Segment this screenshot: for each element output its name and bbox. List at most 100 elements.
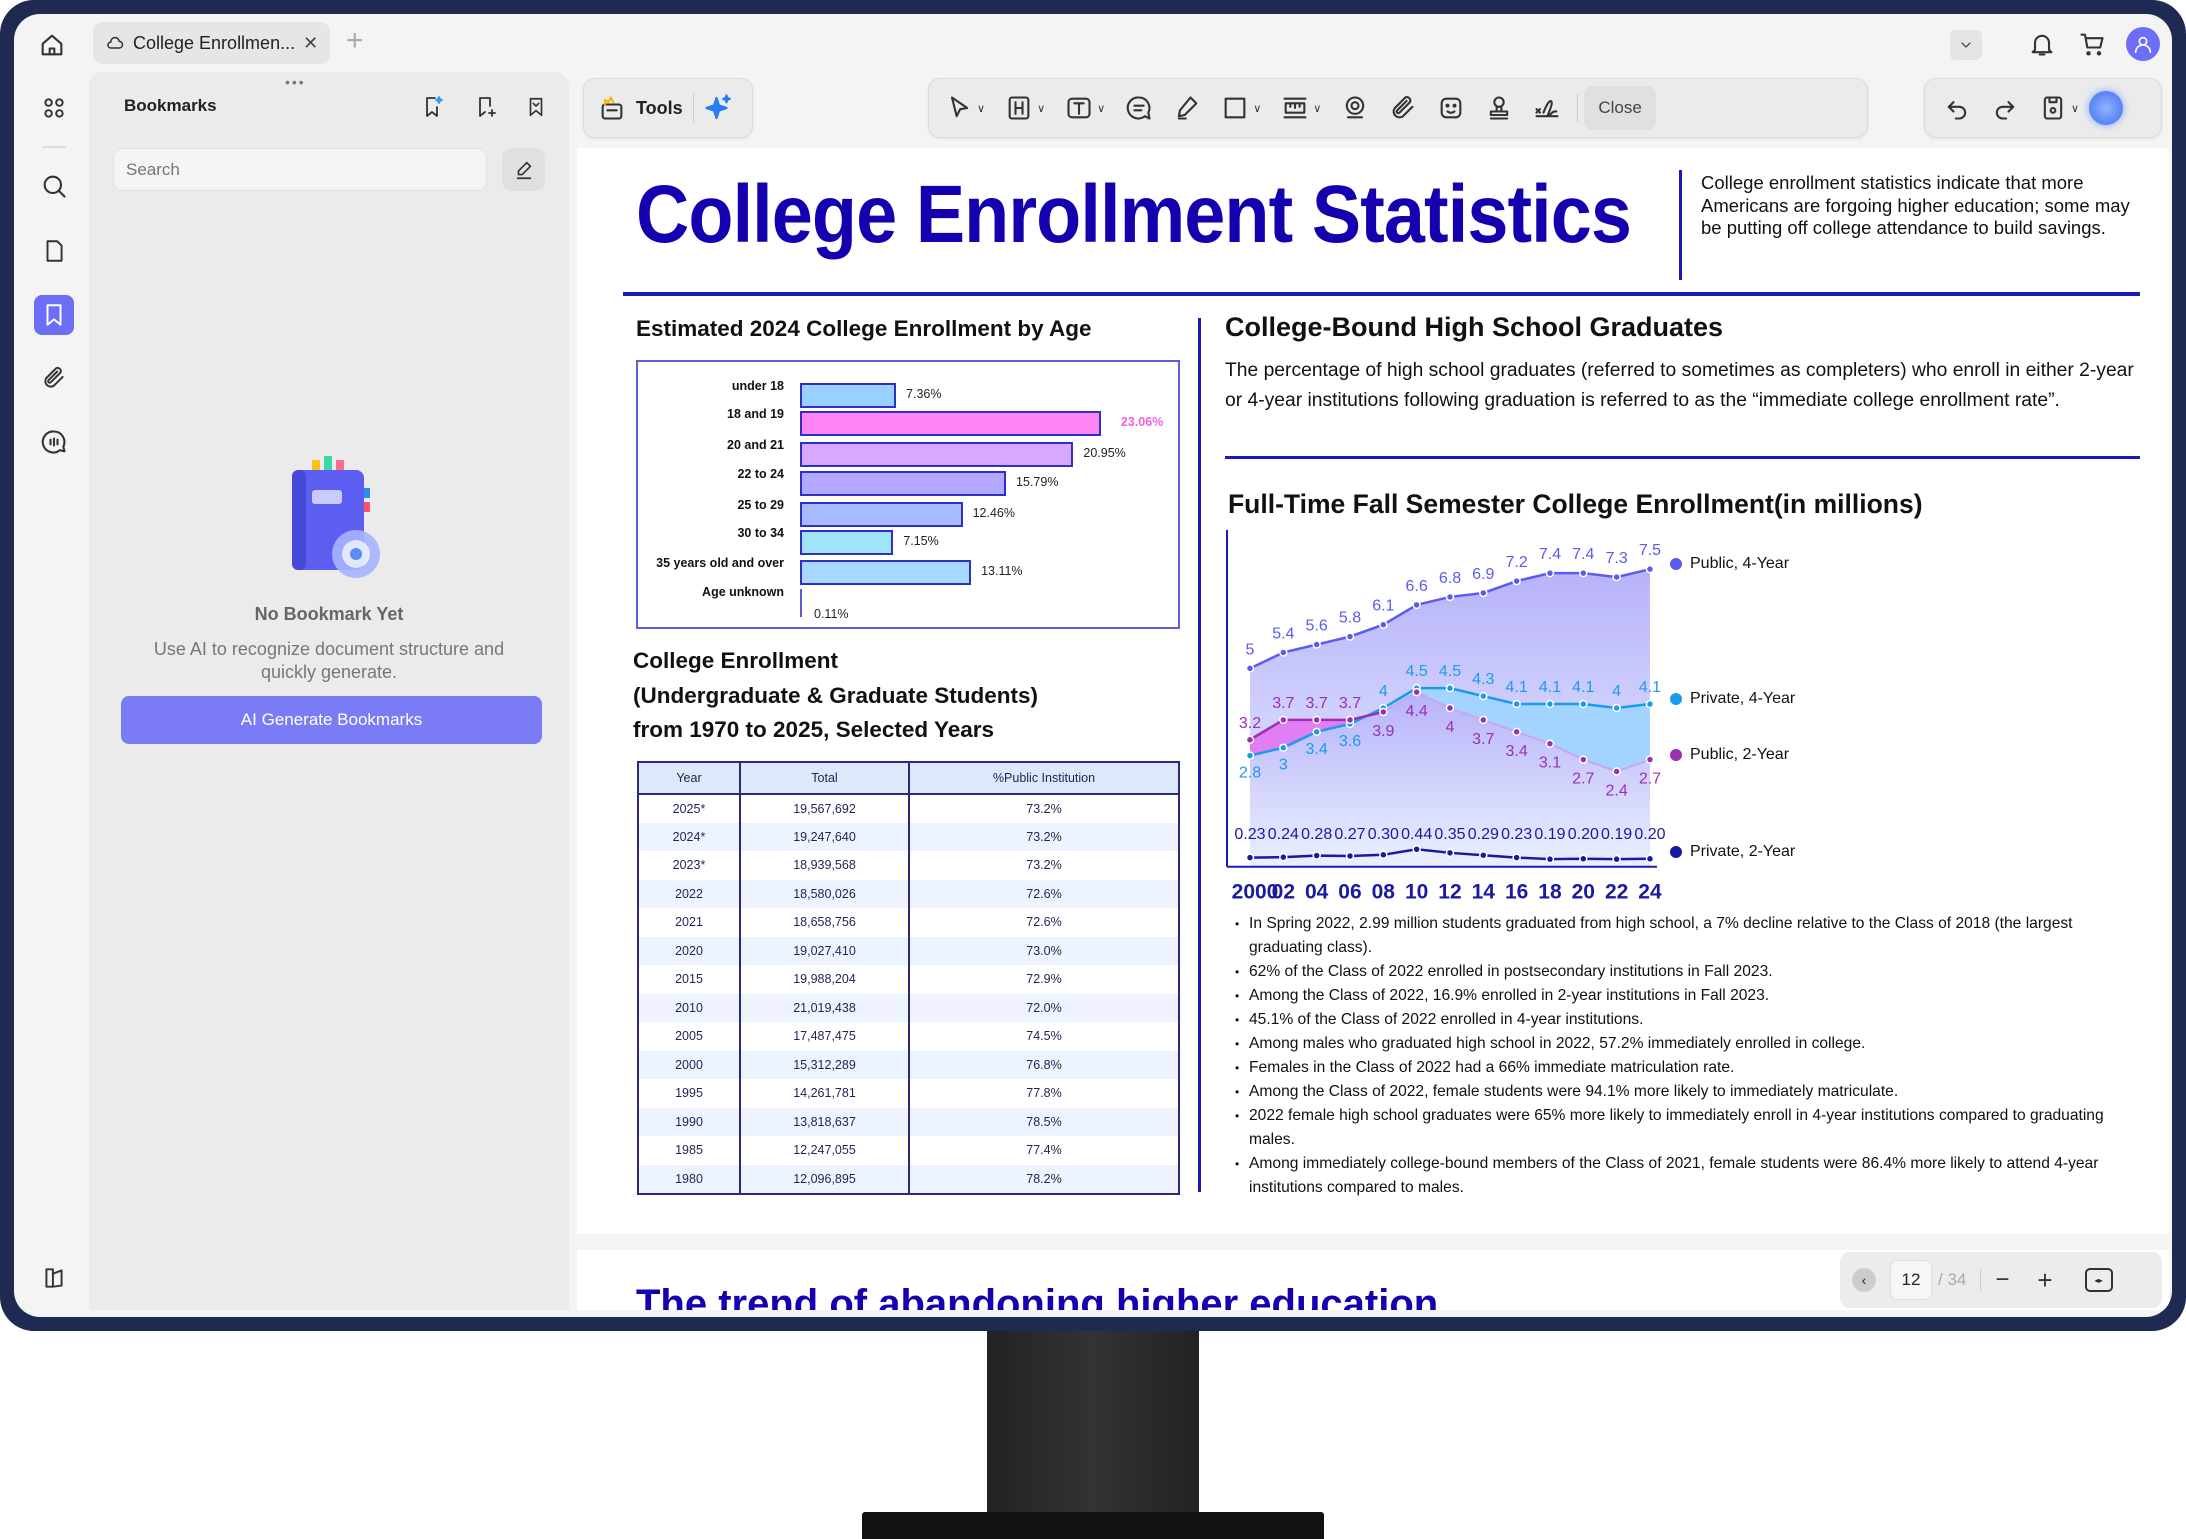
table-row: 2015 19,988,204 72.9% <box>637 965 1178 994</box>
table-cell: 72.6% <box>908 908 1178 937</box>
close-tab-icon[interactable]: ✕ <box>303 32 319 53</box>
data-label: 4.3 <box>1472 671 1494 688</box>
table-heading-line-2: (Undergraduate & Graduate Students) <box>633 682 1039 708</box>
table-row: 2020 19,027,410 73.0% <box>637 936 1178 965</box>
document-tab[interactable]: College Enrollmen... ✕ <box>93 22 330 64</box>
stamp-tool[interactable] <box>1475 88 1523 128</box>
legend-label: Public, 2-Year <box>1690 746 1790 763</box>
data-label: 3.7 <box>1472 731 1494 748</box>
new-tab-button[interactable]: + <box>346 24 364 57</box>
data-label: 4.1 <box>1639 679 1661 696</box>
bookmark-search-input[interactable] <box>113 148 487 191</box>
page-number-input[interactable]: 12 <box>1890 1260 1932 1300</box>
ai-assistant-icon[interactable] <box>2089 91 2124 125</box>
table-cell: 12,247,055 <box>739 1136 909 1165</box>
table-row: 1995 14,261,781 77.8% <box>637 1079 1178 1108</box>
data-label: 6.1 <box>1372 598 1394 615</box>
data-label: 6.6 <box>1406 578 1428 595</box>
edit-pencil-icon[interactable] <box>502 148 545 191</box>
table-cell: 78.5% <box>908 1107 1178 1136</box>
thumbnails-icon[interactable] <box>34 88 74 128</box>
cart-icon[interactable] <box>2076 28 2108 60</box>
table-cell: 72.6% <box>908 879 1178 908</box>
ai-sparkle-icon[interactable] <box>704 93 734 123</box>
legend-label: Private, 2-Year <box>1690 843 1796 860</box>
zoom-out-button[interactable]: − <box>1995 1266 2010 1293</box>
bell-icon[interactable] <box>2026 28 2058 60</box>
data-point <box>1479 850 1488 860</box>
bookmarks-panel: ••• Bookmarks No Bookmark Yet Use AI to … <box>89 72 569 1310</box>
close-tools-button[interactable]: Close <box>1584 86 1656 130</box>
bar <box>800 502 963 527</box>
zoom-in-button[interactable]: + <box>2037 1264 2053 1295</box>
table-cell: 15,312,289 <box>739 1050 909 1079</box>
data-label: 0.19 <box>1534 826 1565 843</box>
ai-bookmark-icon[interactable] <box>418 92 448 122</box>
sidebar-toggle-icon[interactable] <box>34 1258 74 1298</box>
chevron-down-icon[interactable] <box>1950 30 1982 60</box>
heading-tool[interactable]: ∨ <box>995 88 1055 128</box>
bar <box>800 411 1101 436</box>
cursor-icon <box>945 94 973 122</box>
attach-tool[interactable] <box>1379 88 1427 128</box>
signature-tool[interactable] <box>1523 88 1571 128</box>
table-cell: 19,567,692 <box>739 794 909 823</box>
table-cell: 18,939,568 <box>739 851 909 880</box>
enrollment-line-chart: 5 5.4 5.6 5.8 6.1 6.6 6.8 6.9 7.2 7.4 7.4 7.3 7.5 2.8… <box>1226 530 1666 904</box>
data-point <box>1345 851 1355 861</box>
table-cell: 72.0% <box>908 993 1178 1022</box>
data-point <box>1479 691 1488 701</box>
bar <box>800 442 1074 467</box>
bar-value-label: 12.46% <box>972 506 1015 520</box>
measure-tool[interactable]: ∨ <box>1271 88 1331 128</box>
table-cell: 14,261,781 <box>739 1079 909 1108</box>
data-label: 4.5 <box>1439 663 1461 680</box>
highlighter-tool[interactable] <box>1163 88 1211 128</box>
table-cell: 2024* <box>637 822 740 851</box>
age-chart-heading: Estimated 2024 College Enrollment by Age <box>636 316 1092 341</box>
undo-button[interactable] <box>1933 88 1981 128</box>
table-cell: 2021 <box>637 908 740 937</box>
user-avatar[interactable] <box>2126 27 2160 61</box>
table-header: %Public Institution <box>908 763 1178 795</box>
shape-tool[interactable]: ∨ <box>1211 88 1271 128</box>
drag-handle[interactable]: ••• <box>285 74 306 90</box>
stamp-search-tool[interactable] <box>1331 88 1379 128</box>
comment-icon[interactable] <box>34 422 74 462</box>
table-row: 2025* 19,567,692 73.2% <box>637 794 1178 823</box>
data-label: 7.5 <box>1639 542 1661 559</box>
bar <box>800 530 894 555</box>
add-bookmark-icon[interactable] <box>471 92 501 122</box>
bookmark-icon[interactable] <box>34 295 74 335</box>
data-point <box>1479 715 1488 725</box>
previous-page-button[interactable]: ‹ <box>1852 1268 1876 1292</box>
sticker-tool[interactable] <box>1427 88 1475 128</box>
bar-value-label: 0.11% <box>814 607 849 621</box>
data-label: 4.4 <box>1406 703 1428 720</box>
textbox-tool[interactable]: ∨ <box>1055 88 1115 128</box>
legend-item: Public, 2-Year <box>1670 746 1789 764</box>
comment-tool[interactable] <box>1115 88 1163 128</box>
table-heading-line-1: College Enrollment <box>633 648 839 673</box>
data-label: 5.6 <box>1306 618 1328 635</box>
collapse-bookmarks-icon[interactable] <box>521 92 551 122</box>
data-point <box>1545 568 1555 578</box>
fit-width-icon[interactable]: ◂▸ <box>2084 1268 2113 1292</box>
bar-value-label: 15.79% <box>1016 475 1059 489</box>
table-cell: 12,096,895 <box>739 1164 909 1193</box>
panel-title: Bookmarks <box>124 96 217 115</box>
tools-button[interactable]: Tools <box>636 97 683 118</box>
data-label: 0.28 <box>1301 826 1332 843</box>
redo-button[interactable] <box>1981 88 2029 128</box>
attachment-icon[interactable] <box>34 358 74 398</box>
x-tick-label: 18 <box>1538 881 1562 904</box>
select-tool[interactable]: ∨ <box>935 88 995 128</box>
save-button[interactable]: ∨ <box>2029 88 2089 128</box>
search-icon[interactable] <box>34 166 74 206</box>
page-icon[interactable] <box>34 231 74 271</box>
bar-category-label: 25 to 29 <box>737 498 784 512</box>
data-label: 3.1 <box>1539 755 1561 772</box>
home-icon[interactable] <box>36 29 68 61</box>
bullet-item: 62% of the Class of 2022 enrolled in pos… <box>1235 960 2140 984</box>
ai-generate-bookmarks-button[interactable]: AI Generate Bookmarks <box>121 696 542 744</box>
